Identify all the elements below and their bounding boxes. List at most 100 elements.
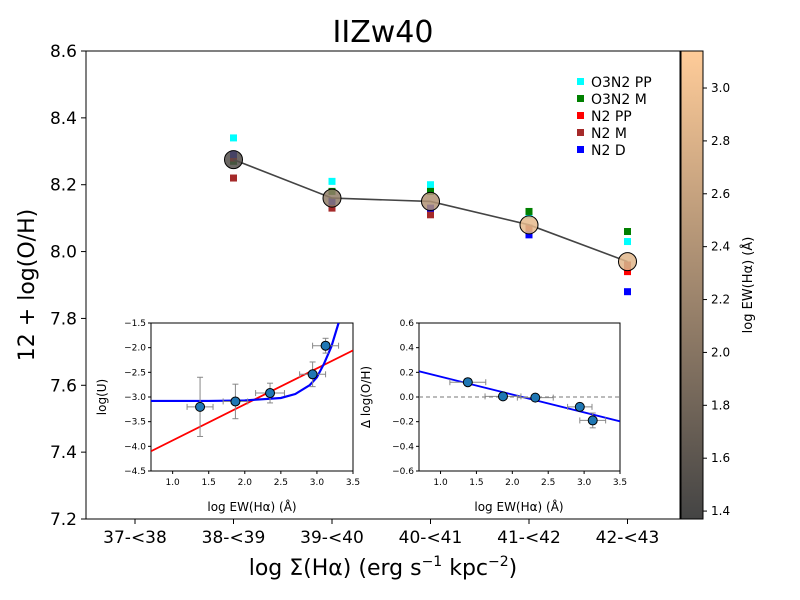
x-label-sup-1: −1 — [422, 554, 443, 570]
inset-doh-layer: 1.0 1.5 2.0 2.5 3.0 3.5 −0.6 −0.4 −0.2 0.0 0.2 0.4 0… — [392, 319, 627, 488]
legend-marker — [577, 146, 584, 153]
inset-x-tick-label: 2.0 — [238, 478, 253, 488]
curve-fit-line — [151, 323, 340, 403]
mean-point — [421, 191, 440, 211]
colorbar-tick-label: 2.6 — [711, 187, 730, 201]
colorbar-tick-label: 1.6 — [711, 451, 730, 465]
inset-y-tick-label: 0.2 — [400, 368, 414, 378]
inset-x-tick-label: 3.5 — [346, 478, 360, 488]
mean-point — [224, 150, 243, 170]
inset-data-point — [587, 415, 598, 426]
main-x-tick-label: 40-<41 — [399, 528, 463, 548]
inset-y-tick-label: −0.6 — [392, 467, 414, 477]
inset-y-tick-label: 0.4 — [400, 344, 415, 354]
inset-data-point — [265, 388, 276, 399]
main-x-tick-label: 41-<42 — [497, 528, 561, 548]
series-marker-o3n2-pp — [230, 134, 237, 142]
legend-label: N2 M — [591, 126, 627, 142]
colorbar-axis: 1.4 1.6 1.8 2.0 2.2 2.4 2.6 2.8 3.0 — [703, 81, 730, 518]
chart-title: IIZw40 — [333, 15, 434, 50]
inset-y-tick-label: 0.6 — [400, 319, 415, 329]
inset-data-point — [230, 396, 241, 407]
series-marker-o3n2-m — [525, 207, 533, 215]
inset-x-tick-label: 3.0 — [310, 478, 325, 488]
main-y-tick-label: 7.2 — [50, 510, 77, 530]
legend-marker — [577, 78, 584, 85]
colorbar-tick-label: 1.4 — [711, 504, 730, 518]
inset-plot-area — [151, 323, 353, 453]
inset-x-tick-label: 1.0 — [165, 478, 180, 488]
main-x-tick-label: 42-<43 — [596, 528, 660, 548]
x-label-part-1: log Σ(Hα) (erg s — [249, 556, 422, 581]
series-marker-n2-m — [427, 211, 434, 219]
inset-logu-layer: 1.0 1.5 2.0 2.5 3.0 3.5 −4.5 −4.0 −3.5 −3.0 −2.5 −2… — [124, 319, 360, 488]
colorbar — [680, 50, 704, 520]
inset-x-tick-label: 3.5 — [613, 478, 627, 488]
series-marker-o3n2-pp — [328, 177, 336, 185]
inset-data-point — [307, 369, 318, 380]
inset-data-point — [574, 401, 585, 412]
inset-logu-x-label: log EW(Hα) (Å) — [207, 499, 296, 514]
inset-y-tick-label: −3.5 — [124, 418, 146, 428]
colorbar-tick-label: 2.2 — [711, 293, 730, 307]
inset-data-point — [497, 391, 508, 402]
legend-label: N2 D — [591, 143, 626, 159]
main-y-tick-label: 7.8 — [50, 309, 77, 329]
main-x-axis-label: log Σ(Hα) (erg s−1 kpc−2) — [249, 554, 518, 581]
series-marker-o3n2-pp — [427, 181, 434, 189]
main-series-layer — [230, 134, 631, 296]
main-x-tick-label: 38-<39 — [202, 528, 266, 548]
series-marker-n2-m — [328, 204, 336, 212]
main-y-tick-label: 7.6 — [50, 376, 77, 396]
inset-x-tick-label: 2.0 — [505, 478, 520, 488]
inset-data-point — [320, 340, 331, 351]
main-y-tick-label: 8.6 — [50, 42, 77, 62]
x-label-sup-2: −2 — [488, 554, 509, 570]
inset-plot-area — [419, 370, 620, 429]
series-marker-o3n2-pp — [624, 238, 631, 246]
series-marker-n2-d — [624, 288, 631, 296]
main-y-axis: 7.2 7.4 7.6 7.8 8.0 8.2 8.4 8.6 — [50, 42, 86, 530]
series-marker-o3n2-m — [427, 187, 434, 195]
main-x-tick-label: 39-<40 — [300, 528, 364, 548]
mean-point — [618, 252, 637, 272]
inset-x-tick-label: 1.5 — [202, 478, 216, 488]
inset-logu-background — [151, 323, 353, 471]
legend-marker — [577, 112, 584, 119]
inset-y-tick-label: −1.5 — [124, 319, 146, 329]
inset-x-tick-label: 3.0 — [577, 478, 592, 488]
inset-x-tick-label: 2.5 — [274, 478, 288, 488]
main-plot-frame — [85, 50, 681, 520]
inset-logu-y-label: log(U) — [95, 379, 109, 415]
colorbar-tick-label: 1.8 — [711, 398, 730, 412]
series-marker-o3n2-m — [624, 228, 631, 236]
mean-point — [519, 215, 539, 235]
legend-label: N2 PP — [591, 109, 632, 125]
legend-marker — [577, 129, 584, 136]
inset-x-tick-label: 2.5 — [541, 478, 555, 488]
main-y-tick-label: 8.0 — [50, 243, 77, 263]
colorbar-tick-label: 2.4 — [711, 240, 730, 254]
legend-marker — [577, 95, 584, 102]
series-marker-n2-pp — [624, 268, 631, 276]
colorbar-label: log EW(Hα) (Å) — [740, 237, 756, 334]
x-label-part-2: kpc — [442, 556, 488, 581]
inset-data-point — [195, 401, 206, 412]
main-x-axis: 37-<38 38-<39 39-<40 40-<41 41-<42 42-<43 — [103, 519, 659, 548]
inset-x-tick-label: 1.0 — [433, 478, 448, 488]
inset-data-point — [530, 392, 541, 403]
inset-y-tick-label: −2.5 — [124, 368, 146, 378]
inset-x-tick-label: 1.5 — [469, 478, 483, 488]
main-y-tick-label: 8.2 — [50, 176, 77, 196]
mean-point — [322, 188, 342, 208]
main-y-axis-label: 12 + log(O/H) — [15, 209, 40, 361]
inset-y-tick-label: −4.0 — [124, 442, 146, 452]
inset-y-tick-label: −0.4 — [392, 442, 414, 452]
inset-y-tick-label: −3.0 — [124, 393, 146, 403]
colorbar-tick-label: 3.0 — [711, 81, 730, 95]
series-marker-n2-m — [230, 174, 237, 182]
colorbar-tick-label: 2.8 — [711, 134, 730, 148]
main-y-tick-label: 7.4 — [50, 443, 77, 463]
